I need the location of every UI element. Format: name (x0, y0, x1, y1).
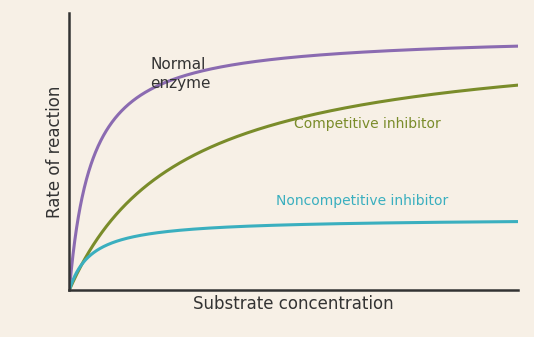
Y-axis label: Rate of reaction: Rate of reaction (46, 86, 64, 218)
X-axis label: Substrate concentration: Substrate concentration (193, 295, 394, 313)
Text: Normal
enzyme: Normal enzyme (150, 58, 210, 91)
Text: Competitive inhibitor: Competitive inhibitor (294, 117, 441, 131)
Text: Noncompetitive inhibitor: Noncompetitive inhibitor (276, 194, 448, 208)
